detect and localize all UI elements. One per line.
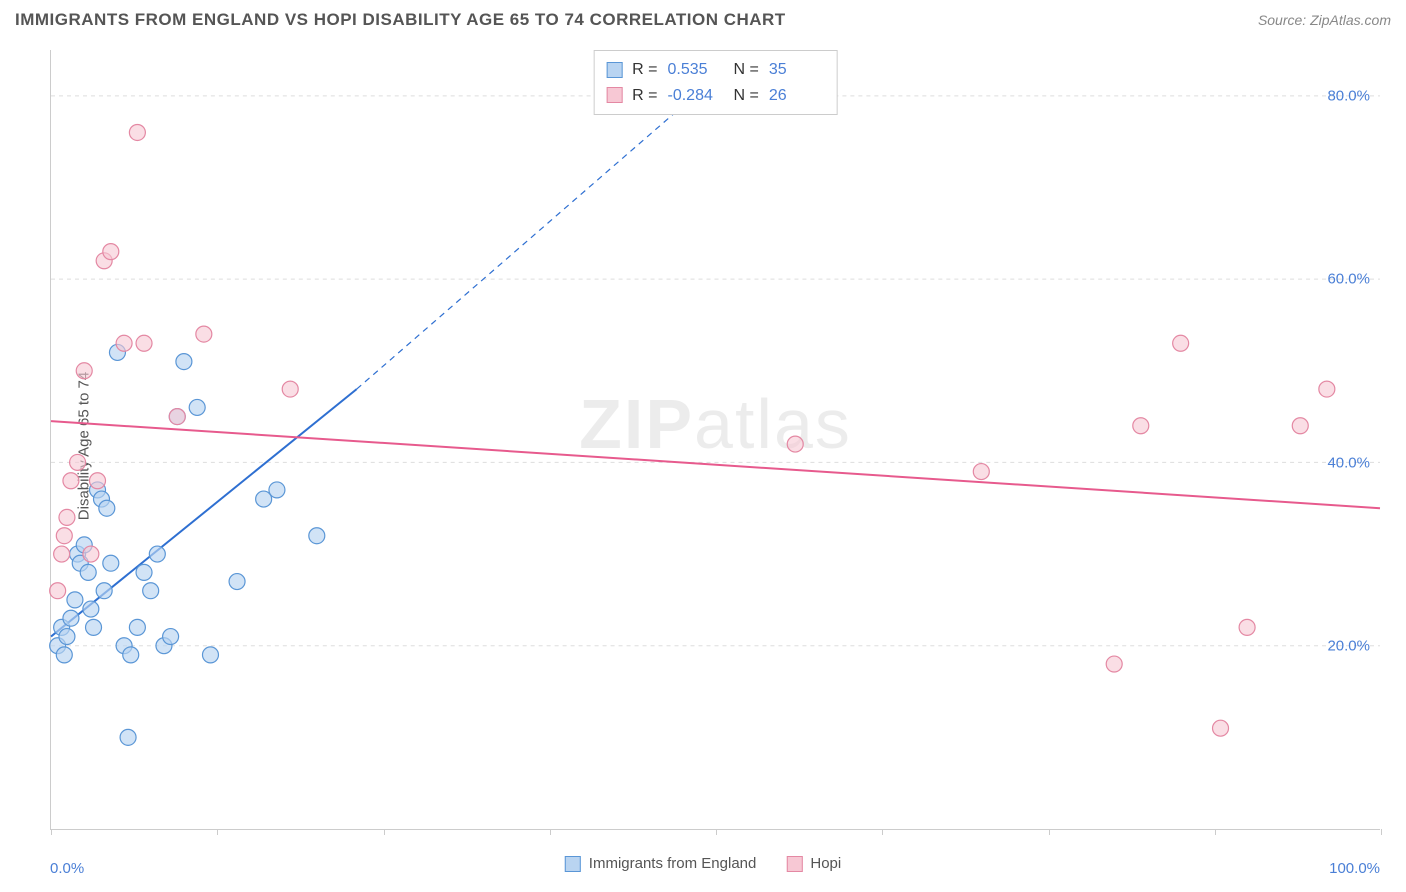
scatter-point (136, 335, 152, 351)
scatter-point (1213, 720, 1229, 736)
scatter-point (169, 409, 185, 425)
x-tick (550, 829, 551, 835)
x-tick (882, 829, 883, 835)
title-bar: IMMIGRANTS FROM ENGLAND VS HOPI DISABILI… (15, 10, 1391, 30)
scatter-point (103, 555, 119, 571)
r-value-1: -0.284 (668, 83, 724, 109)
legend-bottom-label-1: Hopi (810, 855, 841, 872)
legend-bottom-swatch-1 (786, 856, 802, 872)
x-tick (716, 829, 717, 835)
correlation-legend-box: R = 0.535 N = 35 R = -0.284 N = 26 (593, 50, 838, 115)
scatter-point (103, 244, 119, 260)
regression-line-extrapolated (357, 77, 716, 389)
scatter-point (56, 647, 72, 663)
r-label-1: R = (632, 83, 657, 109)
scatter-point (196, 326, 212, 342)
scatter-point (83, 546, 99, 562)
scatter-point (83, 601, 99, 617)
scatter-point (129, 619, 145, 635)
n-value-1: 26 (769, 83, 825, 109)
x-tick (217, 829, 218, 835)
scatter-point (96, 583, 112, 599)
legend-item-0: Immigrants from England (565, 855, 757, 872)
scatter-point (76, 363, 92, 379)
scatter-point (67, 592, 83, 608)
scatter-point (129, 124, 145, 140)
scatter-point (176, 354, 192, 370)
scatter-point (1106, 656, 1122, 672)
scatter-point (282, 381, 298, 397)
r-label-0: R = (632, 57, 657, 83)
scatter-point (973, 464, 989, 480)
plot-area: ZIPatlas R = 0.535 N = 35 R = -0.284 N =… (50, 50, 1380, 830)
scatter-point (136, 564, 152, 580)
legend-swatch-1 (606, 87, 622, 103)
scatter-point (90, 473, 106, 489)
y-tick-label: 80.0% (1327, 87, 1370, 104)
scatter-point (56, 528, 72, 544)
chart-source: Source: ZipAtlas.com (1258, 12, 1391, 28)
scatter-point (163, 629, 179, 645)
scatter-point (80, 564, 96, 580)
n-label-1: N = (734, 83, 759, 109)
scatter-point (143, 583, 159, 599)
r-value-0: 0.535 (668, 57, 724, 83)
scatter-point (99, 500, 115, 516)
scatter-point (123, 647, 139, 663)
scatter-point (54, 546, 70, 562)
y-tick-label: 20.0% (1327, 638, 1370, 655)
legend-bottom-label-0: Immigrants from England (589, 855, 757, 872)
scatter-point (229, 574, 245, 590)
scatter-point (787, 436, 803, 452)
legend-item-1: Hopi (786, 855, 841, 872)
scatter-point (149, 546, 165, 562)
x-max-label: 100.0% (1329, 860, 1380, 877)
y-tick-label: 60.0% (1327, 271, 1370, 288)
scatter-point (1292, 418, 1308, 434)
scatter-point (189, 399, 205, 415)
n-value-0: 35 (769, 57, 825, 83)
y-tick-label: 40.0% (1327, 454, 1370, 471)
scatter-point (63, 473, 79, 489)
x-tick (384, 829, 385, 835)
scatter-point (1133, 418, 1149, 434)
scatter-point (59, 629, 75, 645)
legend-bottom-swatch-0 (565, 856, 581, 872)
legend-swatch-0 (606, 62, 622, 78)
scatter-point (50, 583, 66, 599)
x-tick (51, 829, 52, 835)
scatter-point (1239, 619, 1255, 635)
regression-line (51, 421, 1380, 508)
scatter-point (70, 454, 86, 470)
legend-bottom: Immigrants from England Hopi (565, 855, 841, 872)
legend-row-series-1: R = -0.284 N = 26 (606, 83, 825, 109)
chart-title: IMMIGRANTS FROM ENGLAND VS HOPI DISABILI… (15, 10, 786, 30)
scatter-point (120, 729, 136, 745)
legend-row-series-0: R = 0.535 N = 35 (606, 57, 825, 83)
chart-svg (51, 50, 1380, 829)
scatter-point (269, 482, 285, 498)
x-min-label: 0.0% (50, 860, 84, 877)
x-tick (1381, 829, 1382, 835)
scatter-point (116, 335, 132, 351)
x-tick (1049, 829, 1050, 835)
x-tick (1215, 829, 1216, 835)
scatter-point (309, 528, 325, 544)
scatter-point (1319, 381, 1335, 397)
n-label-0: N = (734, 57, 759, 83)
scatter-point (63, 610, 79, 626)
scatter-point (86, 619, 102, 635)
regression-line (51, 389, 357, 636)
scatter-point (1173, 335, 1189, 351)
scatter-point (59, 509, 75, 525)
scatter-point (202, 647, 218, 663)
